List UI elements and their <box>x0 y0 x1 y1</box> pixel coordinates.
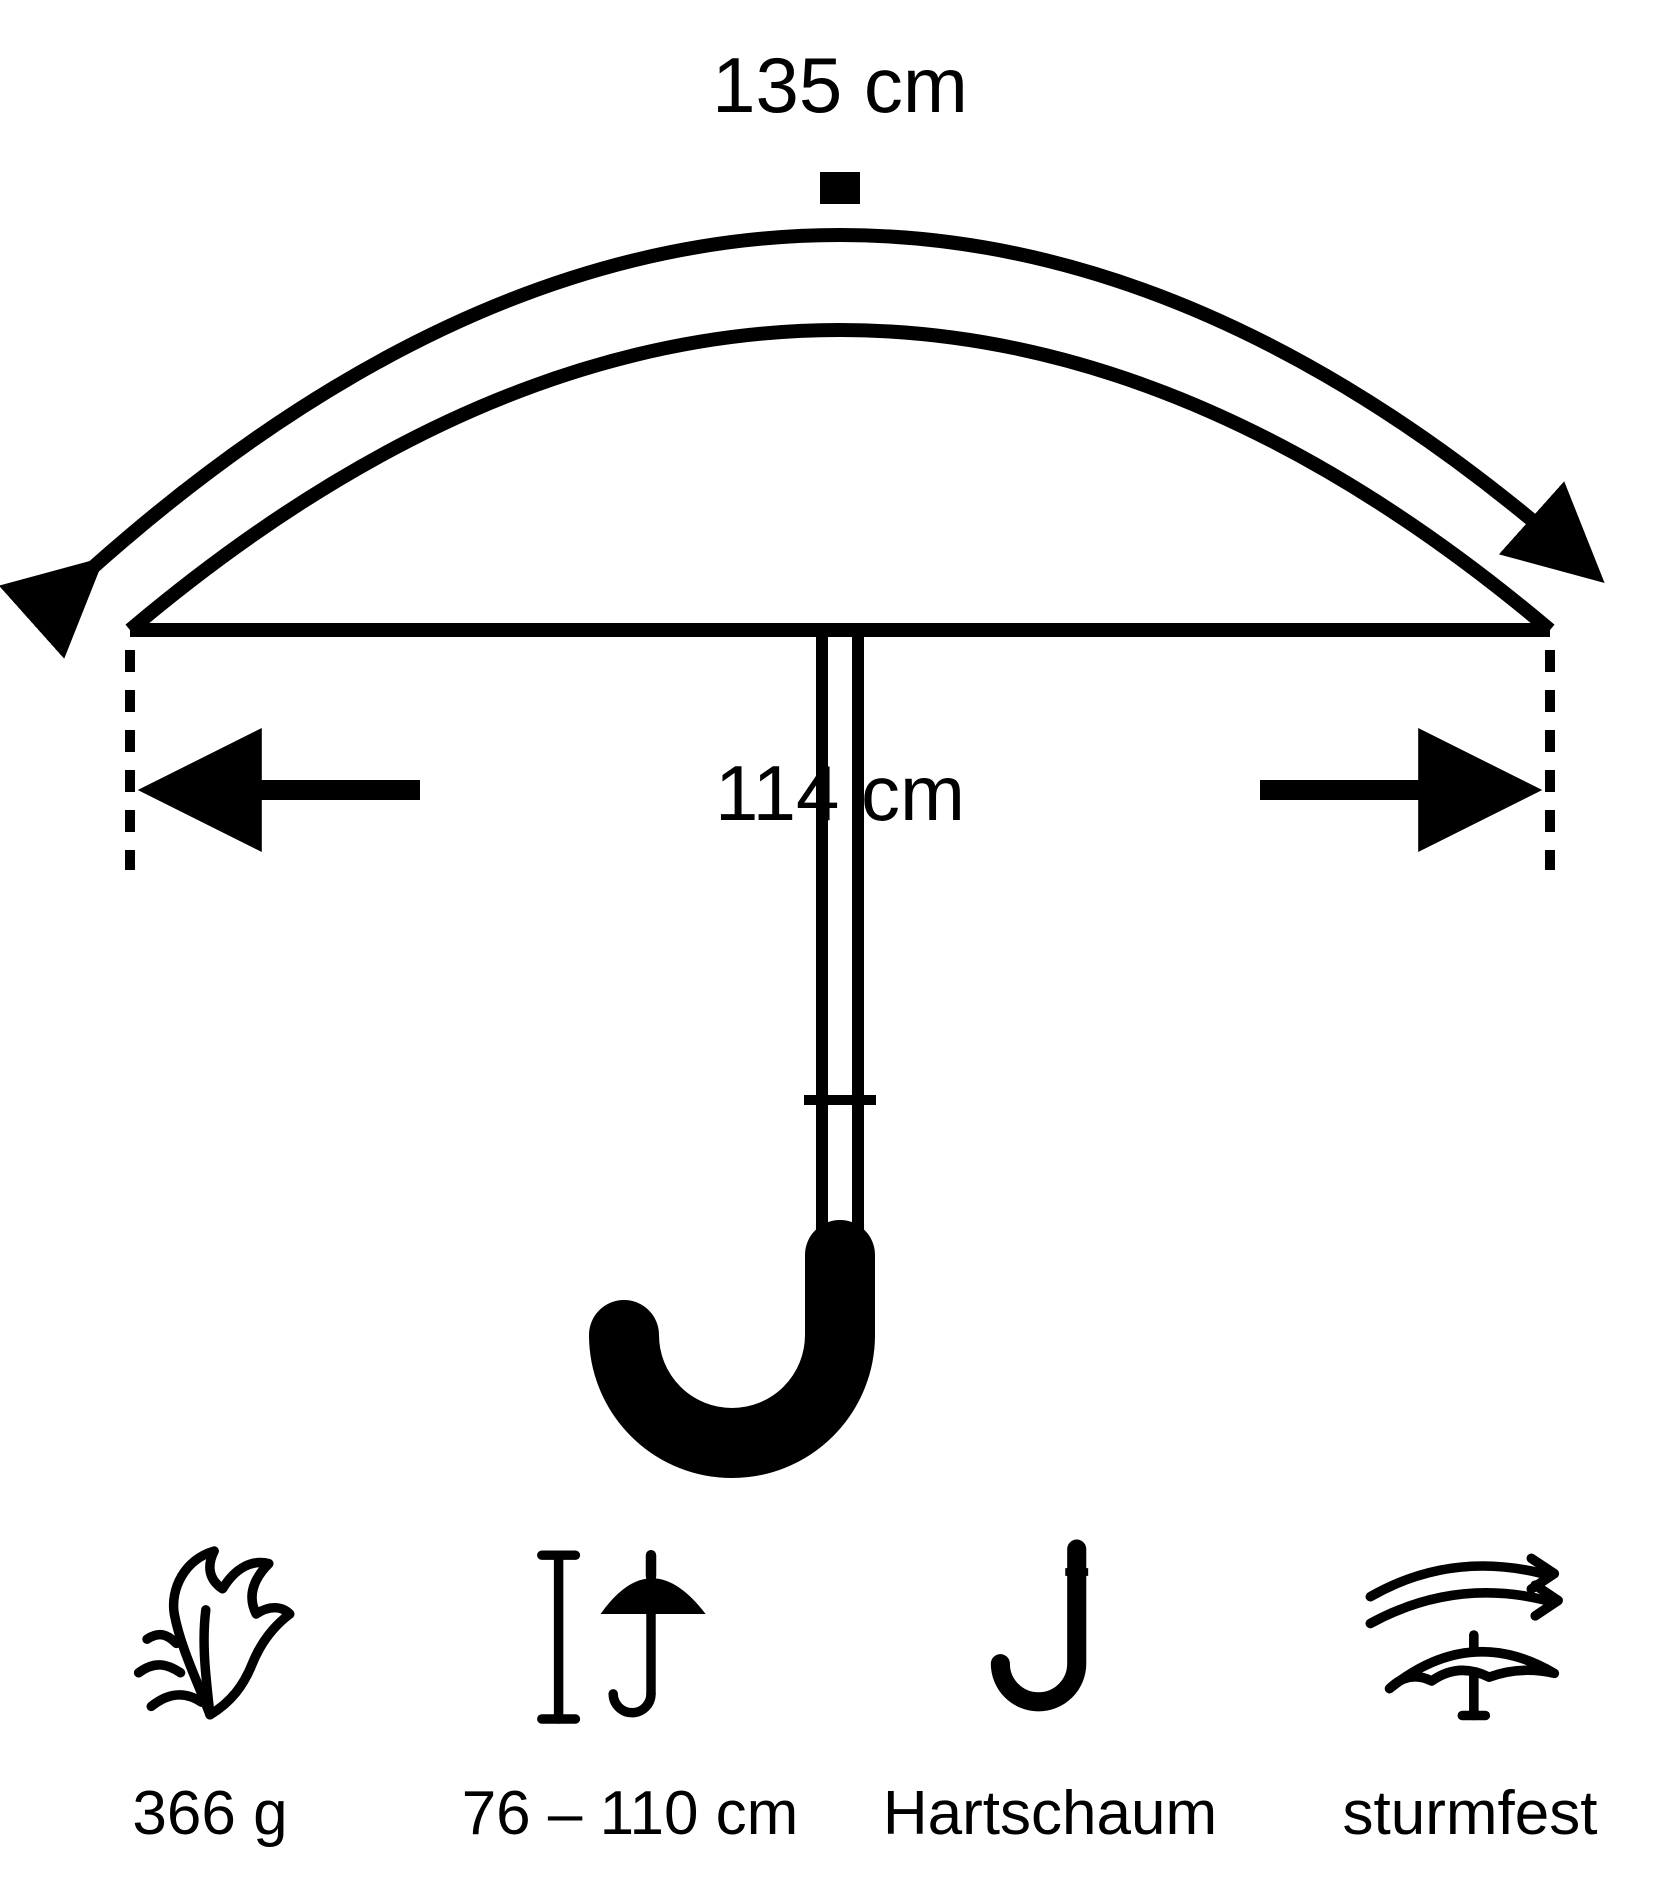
ferrule <box>820 172 860 204</box>
arc-dimension-line <box>90 235 1590 570</box>
feature-row: 366 g 76 – 110 cm <box>0 1530 1680 1870</box>
feature-storm-label: sturmfest <box>1343 1778 1598 1849</box>
feature-handle: Hartschaum <box>860 1530 1240 1849</box>
feature-weight-label: 366 g <box>132 1778 287 1849</box>
length-umbrella-icon <box>525 1530 735 1740</box>
diameter-label: 114 cm <box>0 748 1680 839</box>
wind-icon <box>1355 1530 1585 1740</box>
feature-handle-label: Hartschaum <box>883 1778 1217 1849</box>
feature-storm: sturmfest <box>1280 1530 1660 1849</box>
feature-length: 76 – 110 cm <box>440 1530 820 1849</box>
handle-hook <box>624 1255 840 1443</box>
feature-weight: 366 g <box>20 1530 400 1849</box>
feature-length-label: 76 – 110 cm <box>462 1778 799 1849</box>
arc-length-label: 135 cm <box>0 40 1680 131</box>
handle-icon <box>970 1530 1130 1740</box>
feather-icon <box>105 1530 315 1740</box>
